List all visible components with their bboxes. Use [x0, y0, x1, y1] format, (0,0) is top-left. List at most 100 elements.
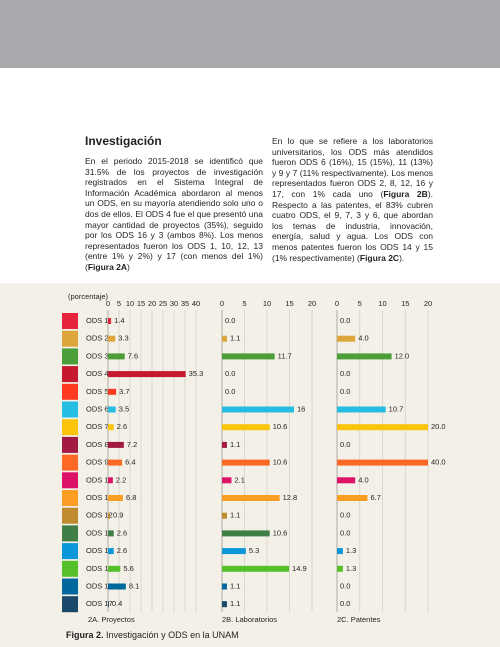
bar	[222, 583, 227, 590]
bar	[222, 406, 294, 413]
value-label: 1.3	[346, 564, 356, 573]
category-label: ODS 4	[86, 369, 109, 378]
x-tick-label: 5	[242, 299, 246, 308]
ods-icon	[62, 472, 78, 489]
value-label: 1.4	[114, 316, 124, 325]
x-tick-label: 10	[126, 299, 134, 308]
bar	[108, 353, 125, 360]
x-tick-label: 0	[335, 299, 339, 308]
panel-title: 2A. Proyectos	[88, 615, 135, 624]
x-tick-label: 25	[159, 299, 167, 308]
category-label: ODS 7	[86, 422, 109, 431]
ods-icon	[62, 313, 78, 329]
value-label: 0.0	[340, 316, 350, 325]
paragraph-text: )	[127, 261, 130, 272]
bar	[337, 424, 428, 431]
ods-icon	[62, 596, 78, 613]
value-label: 3.3	[118, 334, 128, 343]
value-label: 1.1	[230, 599, 240, 608]
ods-icon	[62, 330, 78, 347]
bar	[337, 565, 343, 572]
figure-reference: Figura 2C	[359, 252, 400, 263]
bar	[222, 424, 270, 431]
bar	[108, 335, 116, 342]
value-label: 10.7	[389, 404, 404, 413]
bar	[108, 388, 117, 395]
bar	[222, 335, 227, 342]
value-label: 40.0	[431, 458, 446, 467]
category-label: ODS 8	[86, 440, 109, 449]
bar	[222, 495, 280, 501]
ods-icon	[62, 543, 78, 560]
bar	[337, 406, 386, 413]
value-label: 0.0	[340, 511, 350, 520]
value-label: 12.8	[283, 493, 298, 502]
figure-reference: Figura 2A	[87, 261, 128, 272]
x-tick-label: 20	[308, 299, 316, 308]
bar	[108, 601, 109, 608]
unit-label: (porcentaje)	[68, 292, 109, 301]
value-label: 0.9	[113, 511, 123, 520]
bar	[108, 318, 112, 324]
value-label: 16	[297, 404, 305, 413]
value-label: 1.1	[230, 511, 240, 520]
category-label: ODS 12	[86, 511, 113, 520]
bar	[337, 495, 368, 501]
value-label: 10.6	[273, 458, 288, 467]
value-label: 3.5	[119, 404, 129, 413]
x-tick-label: 20	[148, 299, 156, 308]
value-label: 6.4	[125, 458, 135, 467]
category-label: ODS 1	[86, 316, 109, 325]
ods-icon	[62, 348, 78, 365]
value-label: 3.7	[119, 387, 129, 396]
value-label: 0.0	[340, 369, 350, 378]
x-tick-label: 40	[192, 299, 200, 308]
x-tick-label: 15	[137, 299, 145, 308]
bar	[337, 459, 428, 466]
x-tick-label: 0	[106, 299, 110, 308]
x-tick-label: 15	[401, 299, 409, 308]
value-label: 5.6	[123, 564, 133, 573]
bar	[337, 353, 392, 360]
ods-icon	[62, 454, 78, 471]
figure: (porcentaje) ODS 1 ODS 2 ODS 3 ODS 4 ODS 5 ODS…	[62, 292, 446, 624]
bar	[222, 459, 270, 466]
panel-title: 2C. Patentes	[337, 615, 381, 624]
bar	[108, 424, 114, 431]
ods-icon	[62, 578, 78, 595]
value-label: 0.0	[340, 387, 350, 396]
value-label: 2.6	[117, 528, 127, 537]
value-label: 6.7	[370, 493, 380, 502]
x-tick-label: 20	[424, 299, 432, 308]
value-label: 12.0	[395, 351, 410, 360]
category-label: ODS 16	[86, 581, 113, 590]
x-tick-label: 10	[263, 299, 271, 308]
left-column: En el periodo 2015-2018 se identificó qu…	[85, 156, 263, 273]
category-label: ODS 17	[86, 599, 113, 608]
paragraph-text: ).	[399, 252, 405, 263]
value-label: 7.2	[127, 440, 137, 449]
bar	[108, 495, 123, 501]
x-tick-label: 5	[117, 299, 121, 308]
header-band	[0, 0, 500, 68]
paragraph-text: En el periodo 2015-2018 se identificó qu…	[85, 156, 263, 272]
category-label: ODS 2	[86, 334, 109, 343]
caption-text: Investigación y ODS en la UNAM	[106, 630, 239, 640]
caption-label: Figura 2.	[66, 630, 104, 640]
value-label: 10.6	[273, 528, 288, 537]
bar	[337, 548, 343, 555]
x-tick-label: 15	[285, 299, 293, 308]
bar	[108, 406, 116, 413]
right-column: En lo que se refiere a los laboratorios …	[272, 136, 433, 263]
bar	[108, 565, 121, 572]
category-label: ODS 10	[86, 475, 113, 484]
paragraph-text: En lo que se refiere a los laboratorios …	[272, 136, 433, 199]
ods-icon	[62, 507, 78, 524]
value-label: 0.0	[225, 387, 235, 396]
value-label: 1.3	[346, 546, 356, 555]
x-tick-label: 10	[378, 299, 386, 308]
value-label: 2.2	[116, 475, 126, 484]
value-label: 2.1	[234, 475, 244, 484]
bar	[222, 353, 275, 360]
bar	[222, 530, 270, 537]
